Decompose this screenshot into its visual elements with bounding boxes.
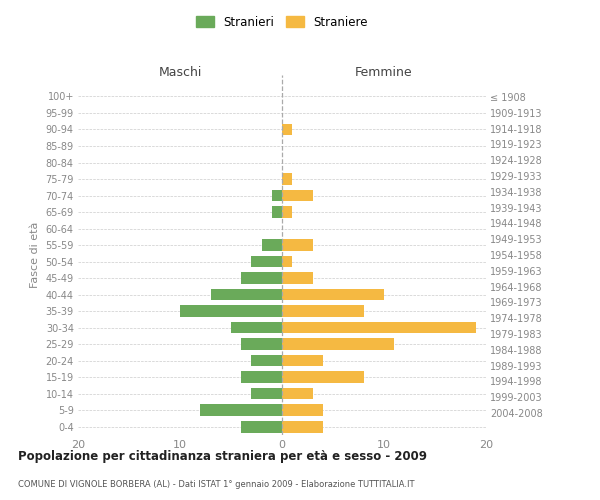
Bar — [282, 289, 384, 300]
Bar — [241, 272, 282, 284]
Bar — [241, 421, 282, 432]
Bar — [282, 404, 323, 416]
Bar — [282, 338, 394, 350]
Bar — [282, 306, 364, 317]
Bar — [272, 190, 282, 202]
Text: Popolazione per cittadinanza straniera per età e sesso - 2009: Popolazione per cittadinanza straniera p… — [18, 450, 427, 463]
Bar — [262, 240, 282, 251]
Bar — [241, 372, 282, 383]
Bar — [251, 256, 282, 268]
Bar — [282, 421, 323, 432]
Bar — [272, 206, 282, 218]
Bar — [241, 338, 282, 350]
Bar — [282, 388, 313, 400]
Bar — [200, 404, 282, 416]
Bar — [282, 355, 323, 366]
Bar — [251, 355, 282, 366]
Bar — [282, 272, 313, 284]
Bar — [211, 289, 282, 300]
Bar — [231, 322, 282, 334]
Text: Maschi: Maschi — [158, 66, 202, 79]
Bar — [282, 372, 364, 383]
Bar — [282, 206, 292, 218]
Bar — [282, 190, 313, 202]
Bar — [282, 256, 292, 268]
Bar — [282, 174, 292, 185]
Bar — [282, 240, 313, 251]
Bar — [282, 124, 292, 136]
Bar — [180, 306, 282, 317]
Y-axis label: Fasce di età: Fasce di età — [30, 222, 40, 288]
Legend: Stranieri, Straniere: Stranieri, Straniere — [191, 11, 373, 34]
Bar — [251, 388, 282, 400]
Text: COMUNE DI VIGNOLE BORBERA (AL) - Dati ISTAT 1° gennaio 2009 - Elaborazione TUTTI: COMUNE DI VIGNOLE BORBERA (AL) - Dati IS… — [18, 480, 415, 489]
Text: Femmine: Femmine — [355, 66, 413, 79]
Bar — [282, 322, 476, 334]
